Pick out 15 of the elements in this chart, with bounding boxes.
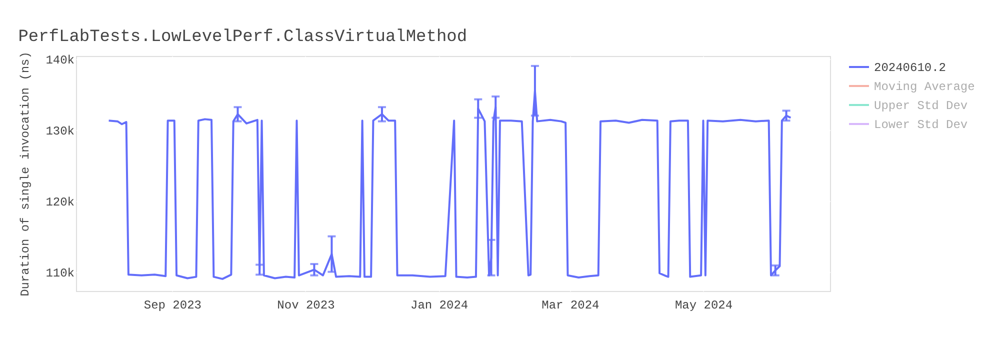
chart-title: PerfLabTests.LowLevelPerf.ClassVirtualMethod: [18, 28, 468, 48]
x-tick-label: Jan 2024: [410, 298, 468, 312]
legend-label: Upper Std Dev: [874, 99, 968, 113]
y-tick-label: 130k: [46, 124, 74, 138]
y-tick-label: 110k: [46, 266, 74, 280]
x-tick-label: Mar 2024: [542, 298, 600, 312]
y-tick-label: 120k: [46, 195, 74, 210]
x-tick-label: Sep 2023: [144, 298, 202, 312]
y-axis-title: Duration of single invocation (ns): [18, 52, 33, 296]
legend-label: Moving Average: [874, 80, 975, 94]
x-tick-label: May 2024: [674, 298, 733, 312]
legend-label: Lower Std Dev: [874, 118, 968, 132]
legend-label: 20240610.2: [874, 61, 946, 75]
y-tick-label: 140k: [46, 53, 74, 68]
x-tick-label: Nov 2023: [277, 298, 335, 312]
